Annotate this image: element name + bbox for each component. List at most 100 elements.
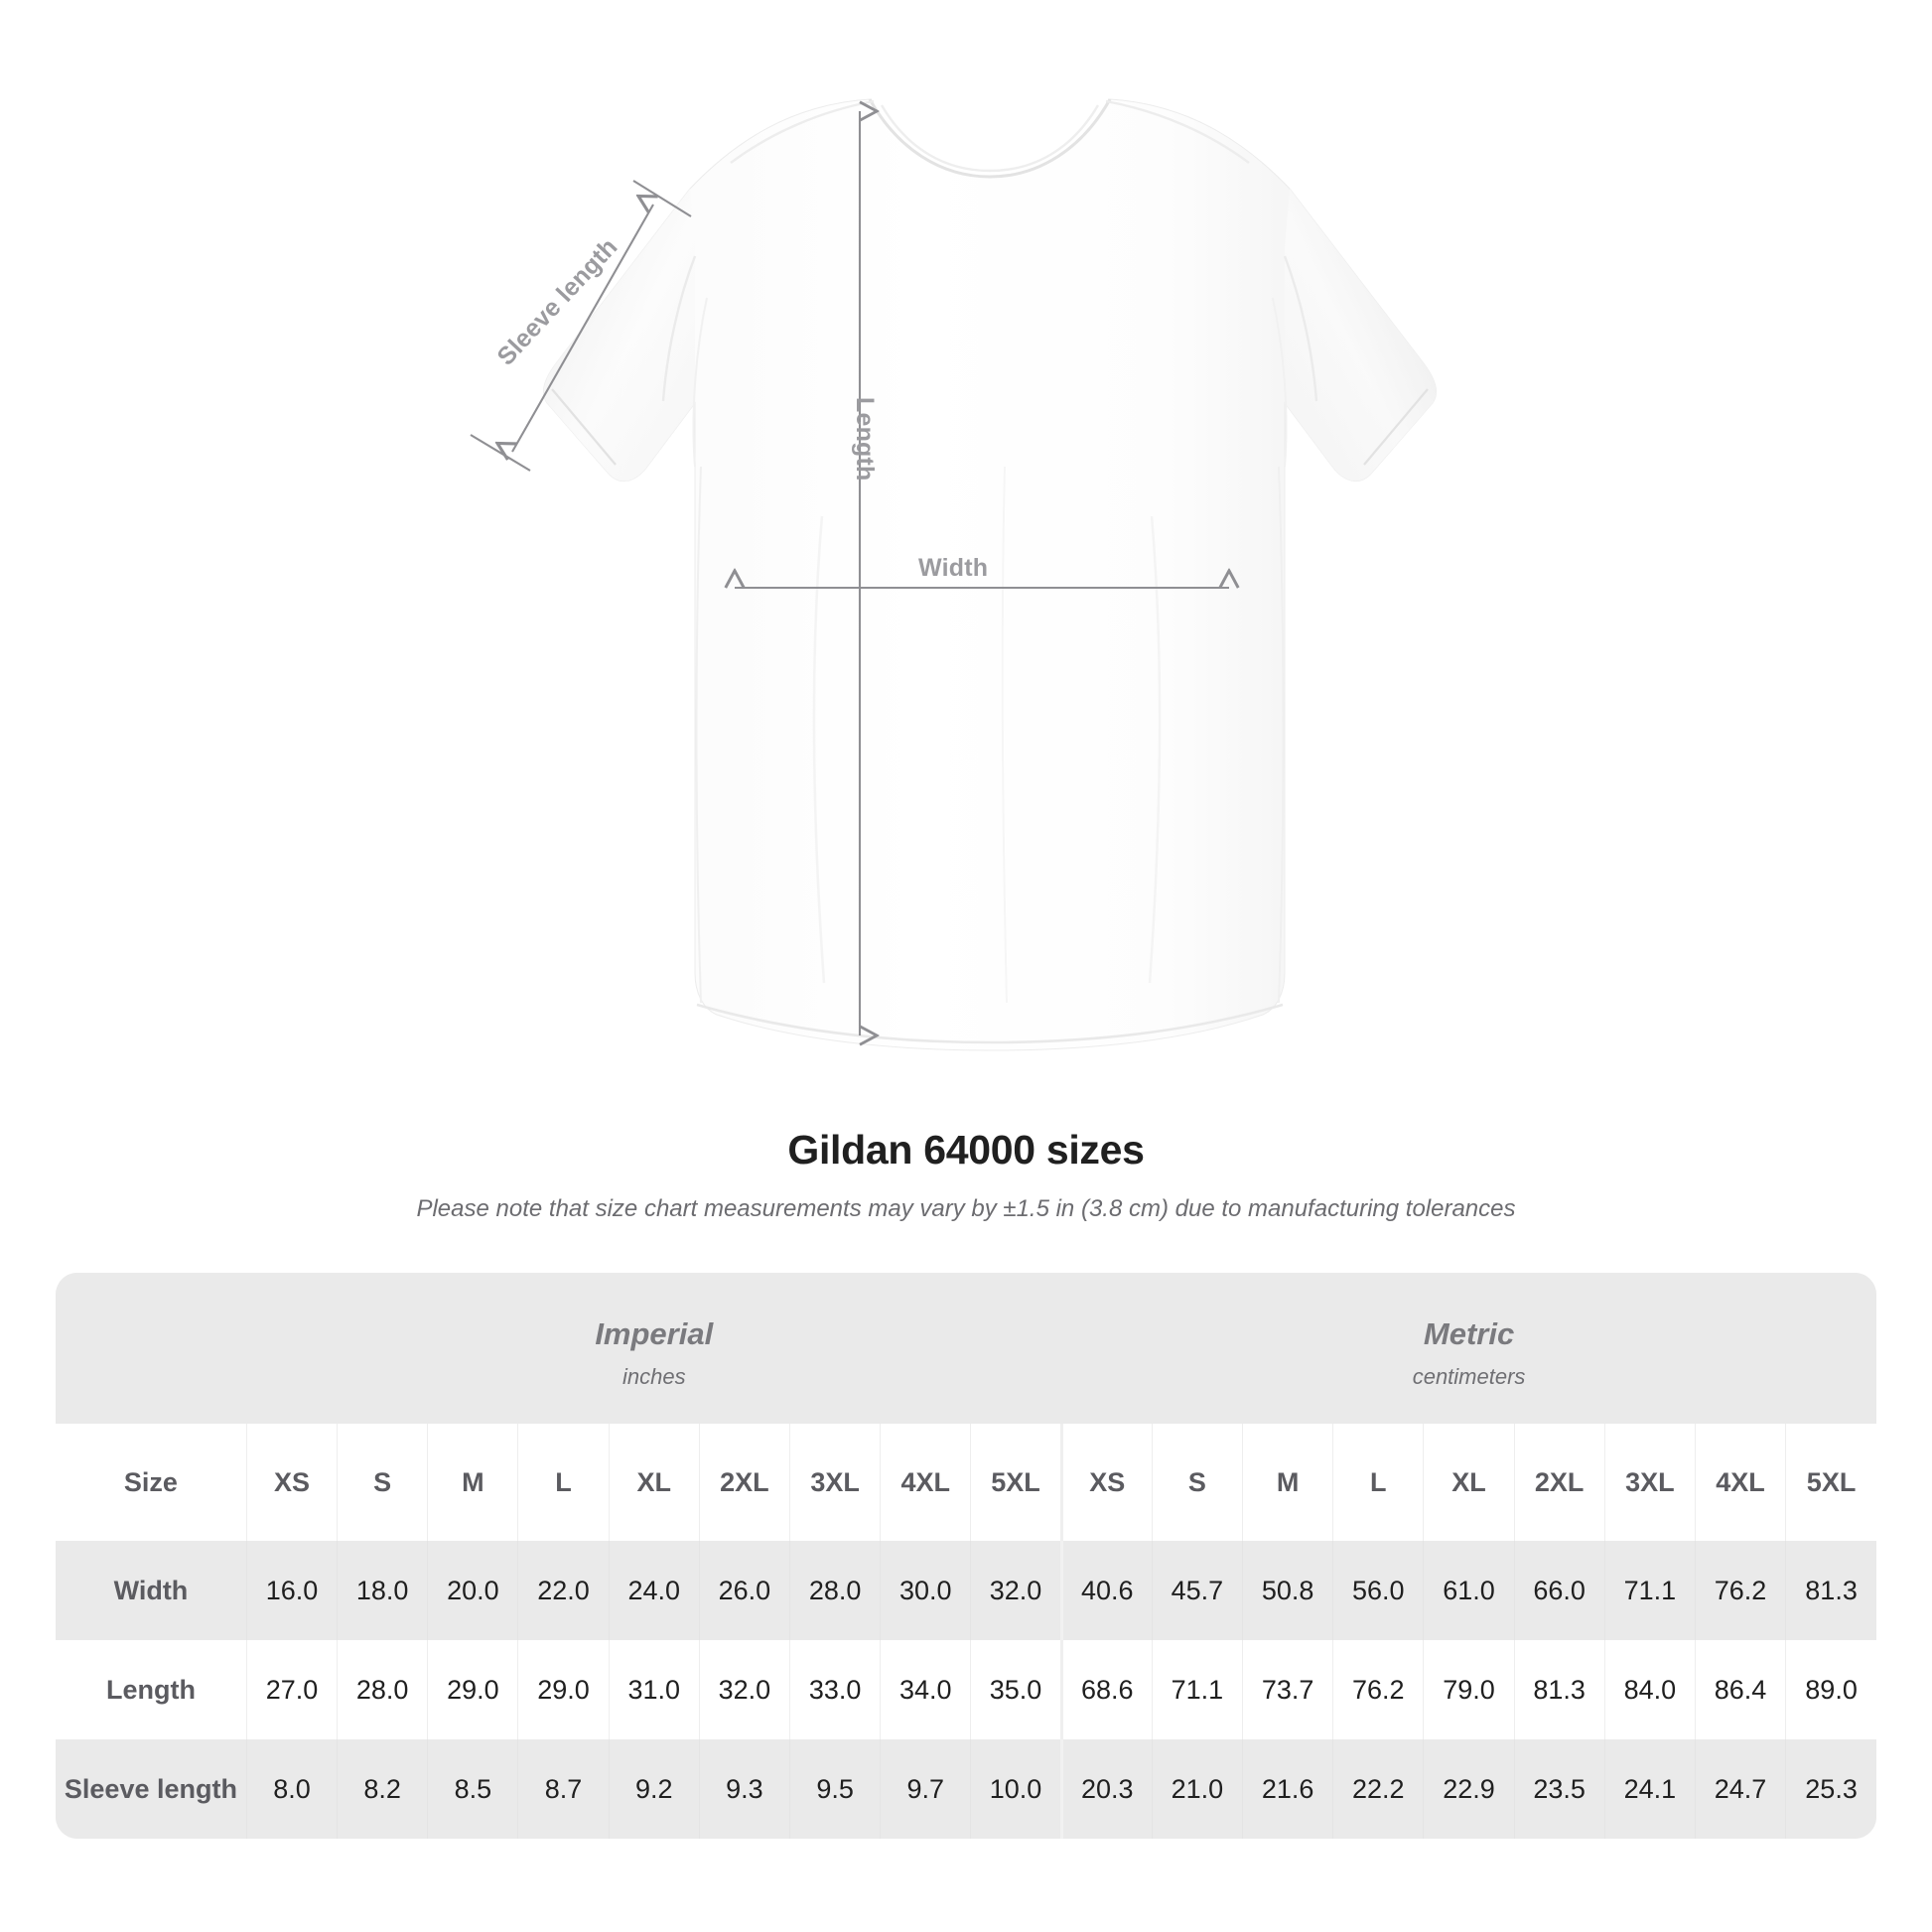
size-table-container: Imperial inches Metric centimeters Size … [56, 1273, 1876, 1839]
length-metric-l: 76.2 [1332, 1640, 1424, 1739]
size-header-metric-5xl: 5XL [1785, 1424, 1876, 1541]
sleeve-imperial-5xl: 10.0 [970, 1739, 1062, 1839]
length-imperial-4xl: 34.0 [880, 1640, 971, 1739]
tshirt-diagram: Sleeve length Length Width [470, 98, 1437, 1051]
width-metric-l: 56.0 [1332, 1541, 1424, 1640]
width-imperial-xl: 24.0 [608, 1541, 700, 1640]
sleeve-imperial-3xl: 9.5 [789, 1739, 881, 1839]
width-imperial-3xl: 28.0 [789, 1541, 881, 1640]
width-label: Width [918, 554, 989, 582]
sleeve-metric-4xl: 24.7 [1694, 1739, 1786, 1839]
length-imperial-5xl: 35.0 [970, 1640, 1062, 1739]
width-imperial-s: 18.0 [337, 1541, 428, 1640]
sleeve-imperial-xl: 9.2 [608, 1739, 700, 1839]
size-header-imperial-xs: XS [245, 1424, 338, 1541]
sleeve-metric-s: 21.0 [1151, 1739, 1243, 1839]
sleeve-length-dimension-arrow [470, 180, 692, 472]
size-header-imperial-2xl: 2XL [698, 1424, 790, 1541]
length-imperial-l: 29.0 [517, 1640, 610, 1739]
unit-system-row: Imperial inches Metric centimeters [56, 1273, 1876, 1424]
table-row-length: Length 27.0 28.0 29.0 29.0 31.0 32.0 33.… [56, 1640, 1876, 1739]
size-header-imperial-5xl: 5XL [970, 1424, 1062, 1541]
length-imperial-xl: 31.0 [608, 1640, 700, 1739]
row-label-width: Width [56, 1541, 247, 1640]
length-metric-s: 71.1 [1151, 1640, 1243, 1739]
size-header-imperial-xl: XL [608, 1424, 700, 1541]
length-imperial-3xl: 33.0 [789, 1640, 881, 1739]
size-header-metric-3xl: 3XL [1603, 1424, 1696, 1541]
size-header-imperial-s: S [337, 1424, 428, 1541]
length-metric-4xl: 86.4 [1694, 1640, 1786, 1739]
length-label: Length [851, 397, 879, 482]
tolerance-note: Please note that size chart measurements… [416, 1195, 1516, 1222]
unit-system-metric-unit: centimeters [1412, 1364, 1526, 1389]
sleeve-metric-xs: 20.3 [1059, 1739, 1153, 1839]
size-header-imperial-3xl: 3XL [789, 1424, 881, 1541]
sleeve-imperial-m: 8.5 [427, 1739, 518, 1839]
width-imperial-2xl: 26.0 [698, 1541, 790, 1640]
chart-heading-block: Gildan 64000 sizes Please note that size… [0, 1127, 1932, 1223]
size-header-metric-s: S [1151, 1424, 1243, 1541]
width-imperial-4xl: 30.0 [880, 1541, 971, 1640]
length-imperial-s: 28.0 [337, 1640, 428, 1739]
size-header-metric-l: L [1332, 1424, 1424, 1541]
width-metric-5xl: 81.3 [1785, 1541, 1876, 1640]
size-header-imperial-l: L [517, 1424, 610, 1541]
unit-system-metric: Metric centimeters [1061, 1273, 1876, 1424]
width-imperial-m: 20.0 [427, 1541, 518, 1640]
sleeve-metric-l: 22.2 [1332, 1739, 1424, 1839]
unit-system-imperial: Imperial inches [246, 1273, 1062, 1424]
sleeve-metric-xl: 22.9 [1423, 1739, 1515, 1839]
size-header-metric-xs: XS [1059, 1424, 1153, 1541]
tshirt-illustration [470, 98, 1437, 1051]
size-header-imperial-4xl: 4XL [880, 1424, 971, 1541]
width-imperial-xs: 16.0 [245, 1541, 338, 1640]
tshirt-body-shape [543, 98, 1437, 1051]
width-metric-m: 50.8 [1242, 1541, 1333, 1640]
width-metric-2xl: 66.0 [1513, 1541, 1605, 1640]
unit-system-metric-name: Metric [1423, 1316, 1515, 1351]
size-header-metric-xl: XL [1423, 1424, 1515, 1541]
width-imperial-l: 22.0 [517, 1541, 610, 1640]
size-header-metric-m: M [1242, 1424, 1333, 1541]
length-metric-3xl: 84.0 [1603, 1640, 1696, 1739]
size-header-metric-2xl: 2XL [1513, 1424, 1605, 1541]
sleeve-imperial-4xl: 9.7 [880, 1739, 971, 1839]
unit-system-imperial-name: Imperial [595, 1316, 714, 1351]
width-metric-xl: 61.0 [1423, 1541, 1515, 1640]
table-row-sleeve-length: Sleeve length 8.0 8.2 8.5 8.7 9.2 9.3 9.… [56, 1739, 1876, 1839]
sleeve-imperial-xs: 8.0 [245, 1739, 338, 1839]
length-metric-xs: 68.6 [1059, 1640, 1153, 1739]
page-title: Gildan 64000 sizes [787, 1127, 1145, 1173]
unit-spacer-cell [56, 1273, 247, 1424]
length-metric-xl: 79.0 [1423, 1640, 1515, 1739]
width-imperial-5xl: 32.0 [970, 1541, 1062, 1640]
length-metric-2xl: 81.3 [1513, 1640, 1605, 1739]
sleeve-imperial-l: 8.7 [517, 1739, 610, 1839]
size-header-metric-4xl: 4XL [1694, 1424, 1786, 1541]
width-metric-xs: 40.6 [1059, 1541, 1153, 1640]
row-label-sleeve-length: Sleeve length [56, 1739, 247, 1839]
sleeve-metric-3xl: 24.1 [1603, 1739, 1696, 1839]
width-metric-4xl: 76.2 [1694, 1541, 1786, 1640]
unit-system-imperial-unit: inches [621, 1364, 686, 1389]
length-imperial-xs: 27.0 [245, 1640, 338, 1739]
width-metric-s: 45.7 [1151, 1541, 1243, 1640]
size-header-label: Size [56, 1424, 247, 1541]
table-row-width: Width 16.0 18.0 20.0 22.0 24.0 26.0 28.0… [56, 1541, 1876, 1640]
length-metric-m: 73.7 [1242, 1640, 1333, 1739]
length-metric-5xl: 89.0 [1785, 1640, 1876, 1739]
length-imperial-2xl: 32.0 [698, 1640, 790, 1739]
sleeve-metric-m: 21.6 [1242, 1739, 1333, 1839]
size-header-row: Size XS S M L XL 2XL 3XL 4XL 5XL XS S M … [56, 1424, 1876, 1541]
width-metric-3xl: 71.1 [1603, 1541, 1696, 1640]
sleeve-metric-2xl: 23.5 [1513, 1739, 1605, 1839]
sleeve-imperial-s: 8.2 [337, 1739, 428, 1839]
sleeve-metric-5xl: 25.3 [1785, 1739, 1876, 1839]
row-label-length: Length [56, 1640, 247, 1739]
sleeve-imperial-2xl: 9.3 [698, 1739, 790, 1839]
size-header-imperial-m: M [427, 1424, 518, 1541]
length-imperial-m: 29.0 [427, 1640, 518, 1739]
size-table: Imperial inches Metric centimeters Size … [56, 1273, 1876, 1839]
